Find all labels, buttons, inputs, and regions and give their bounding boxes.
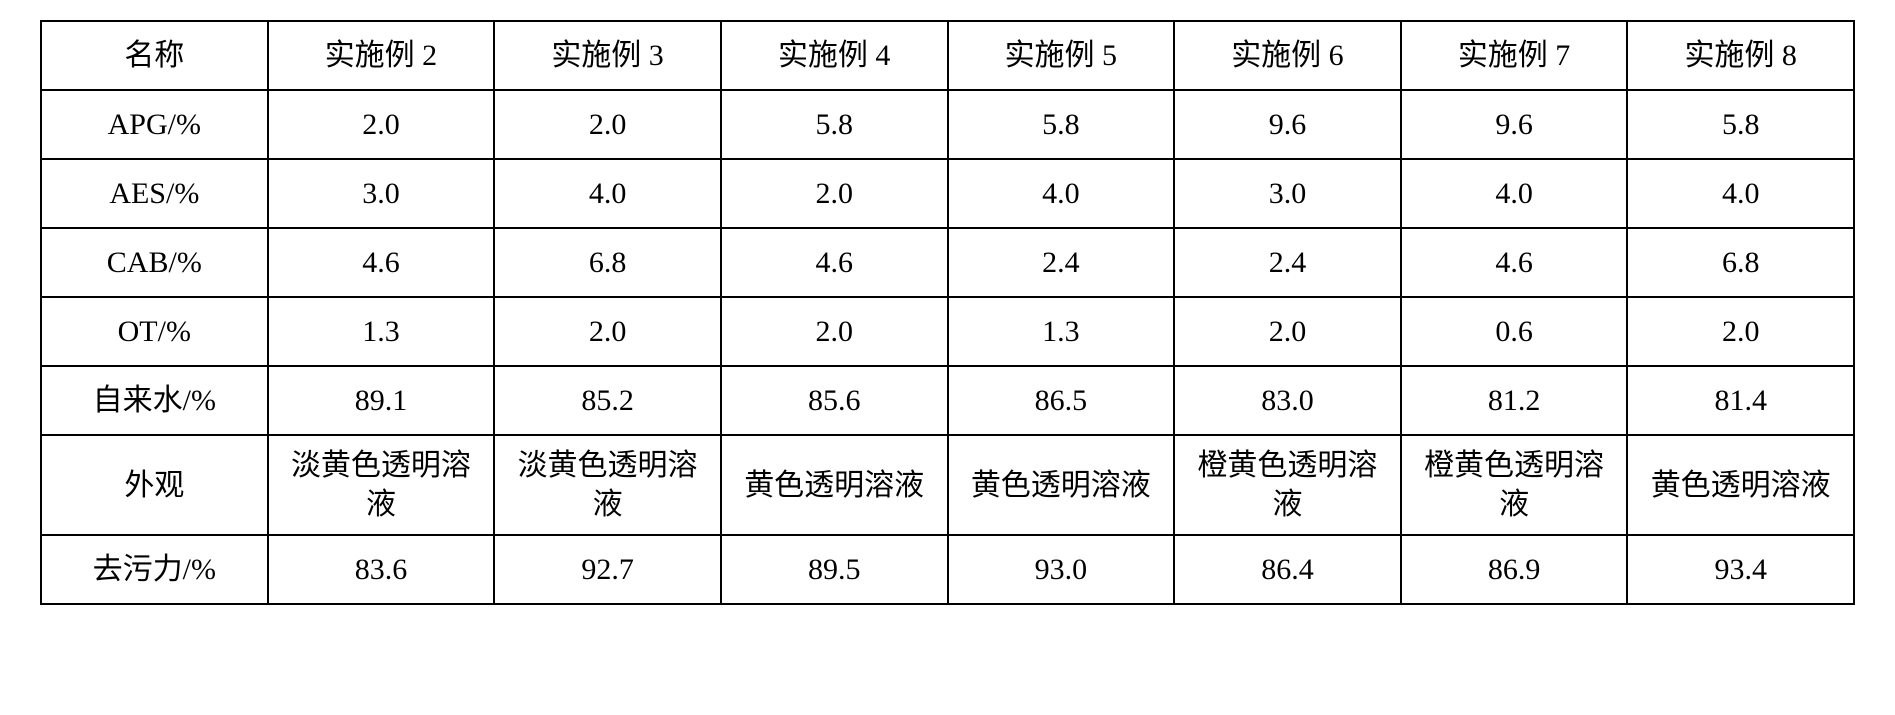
table-row: 去污力/% 83.6 92.7 89.5 93.0 86.4 86.9 93.4	[41, 535, 1854, 604]
col-header: 实施例 7	[1401, 21, 1628, 90]
cell: 4.0	[1401, 159, 1628, 228]
cell: 86.9	[1401, 535, 1628, 604]
row-label: AES/%	[41, 159, 268, 228]
cell: 5.8	[948, 90, 1175, 159]
cell: 2.0	[721, 297, 948, 366]
col-header: 名称	[41, 21, 268, 90]
cell: 86.4	[1174, 535, 1401, 604]
row-label: 自来水/%	[41, 366, 268, 435]
col-header: 实施例 5	[948, 21, 1175, 90]
table-row: 外观 淡黄色透明溶液 淡黄色透明溶液 黄色透明溶液 黄色透明溶液 橙黄色透明溶液…	[41, 435, 1854, 535]
table-head: 名称 实施例 2 实施例 3 实施例 4 实施例 5 实施例 6 实施例 7 实…	[41, 21, 1854, 90]
cell: 81.4	[1627, 366, 1854, 435]
page-wrapper: 名称 实施例 2 实施例 3 实施例 4 实施例 5 实施例 6 实施例 7 实…	[0, 0, 1895, 625]
cell: 93.0	[948, 535, 1175, 604]
cell: 93.4	[1627, 535, 1854, 604]
cell: 92.7	[494, 535, 721, 604]
cell: 5.8	[721, 90, 948, 159]
table-row: AES/% 3.0 4.0 2.0 4.0 3.0 4.0 4.0	[41, 159, 1854, 228]
data-table: 名称 实施例 2 实施例 3 实施例 4 实施例 5 实施例 6 实施例 7 实…	[40, 20, 1855, 605]
cell: 83.0	[1174, 366, 1401, 435]
table-header-row: 名称 实施例 2 实施例 3 实施例 4 实施例 5 实施例 6 实施例 7 实…	[41, 21, 1854, 90]
cell: 6.8	[494, 228, 721, 297]
cell: 9.6	[1401, 90, 1628, 159]
cell: 2.0	[494, 297, 721, 366]
cell: 黄色透明溶液	[948, 435, 1175, 535]
cell: 2.4	[948, 228, 1175, 297]
row-label: CAB/%	[41, 228, 268, 297]
cell: 2.4	[1174, 228, 1401, 297]
row-label: 去污力/%	[41, 535, 268, 604]
table-row: 自来水/% 89.1 85.2 85.6 86.5 83.0 81.2 81.4	[41, 366, 1854, 435]
cell: 淡黄色透明溶液	[494, 435, 721, 535]
cell: 83.6	[268, 535, 495, 604]
cell: 3.0	[1174, 159, 1401, 228]
table-body: APG/% 2.0 2.0 5.8 5.8 9.6 9.6 5.8 AES/% …	[41, 90, 1854, 604]
cell: 85.2	[494, 366, 721, 435]
cell: 2.0	[1627, 297, 1854, 366]
cell: 0.6	[1401, 297, 1628, 366]
cell: 85.6	[721, 366, 948, 435]
col-header: 实施例 8	[1627, 21, 1854, 90]
col-header: 实施例 4	[721, 21, 948, 90]
cell: 4.6	[721, 228, 948, 297]
cell: 6.8	[1627, 228, 1854, 297]
cell: 5.8	[1627, 90, 1854, 159]
cell: 9.6	[1174, 90, 1401, 159]
cell: 橙黄色透明溶液	[1401, 435, 1628, 535]
cell: 4.0	[1627, 159, 1854, 228]
cell: 2.0	[721, 159, 948, 228]
row-label: OT/%	[41, 297, 268, 366]
cell: 2.0	[1174, 297, 1401, 366]
cell: 89.5	[721, 535, 948, 604]
col-header: 实施例 3	[494, 21, 721, 90]
cell: 3.0	[268, 159, 495, 228]
col-header: 实施例 2	[268, 21, 495, 90]
row-label: APG/%	[41, 90, 268, 159]
table-row: OT/% 1.3 2.0 2.0 1.3 2.0 0.6 2.0	[41, 297, 1854, 366]
cell: 86.5	[948, 366, 1175, 435]
cell: 4.0	[494, 159, 721, 228]
row-label: 外观	[41, 435, 268, 535]
cell: 黄色透明溶液	[1627, 435, 1854, 535]
cell: 1.3	[948, 297, 1175, 366]
cell: 81.2	[1401, 366, 1628, 435]
cell: 淡黄色透明溶液	[268, 435, 495, 535]
cell: 89.1	[268, 366, 495, 435]
cell: 4.6	[268, 228, 495, 297]
cell: 黄色透明溶液	[721, 435, 948, 535]
cell: 2.0	[494, 90, 721, 159]
cell: 2.0	[268, 90, 495, 159]
col-header: 实施例 6	[1174, 21, 1401, 90]
cell: 4.0	[948, 159, 1175, 228]
cell: 橙黄色透明溶液	[1174, 435, 1401, 535]
table-row: APG/% 2.0 2.0 5.8 5.8 9.6 9.6 5.8	[41, 90, 1854, 159]
table-row: CAB/% 4.6 6.8 4.6 2.4 2.4 4.6 6.8	[41, 228, 1854, 297]
cell: 4.6	[1401, 228, 1628, 297]
cell: 1.3	[268, 297, 495, 366]
